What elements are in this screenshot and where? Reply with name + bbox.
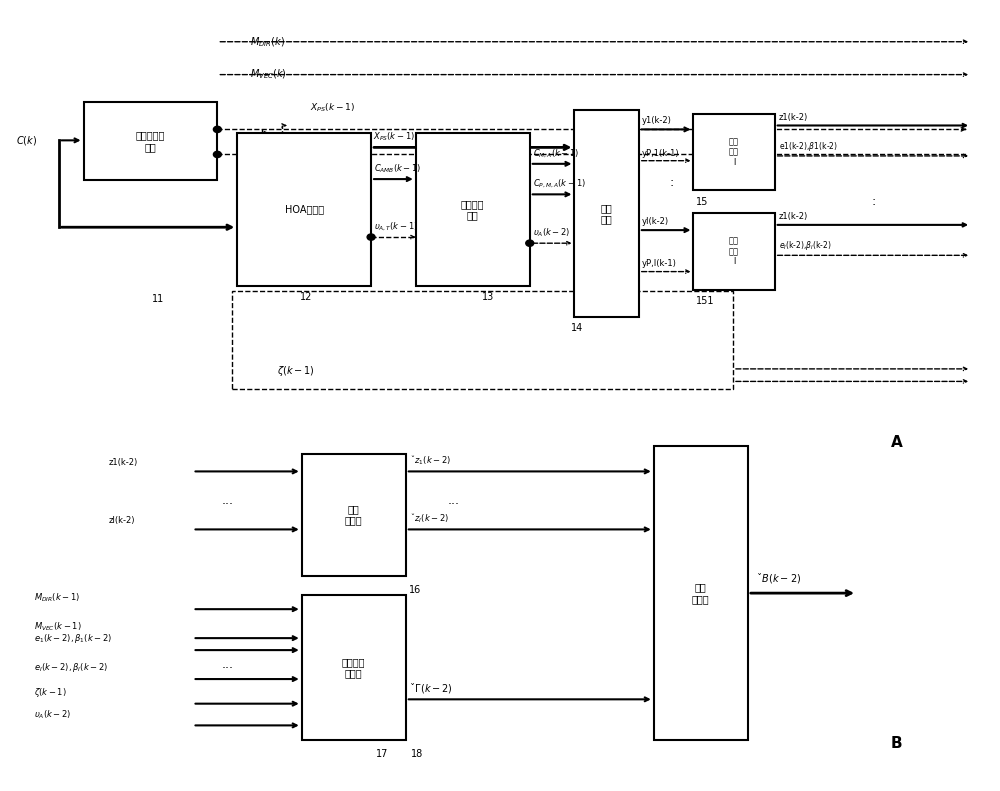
Text: ...: ... [221, 658, 233, 671]
Text: yP,1(k-1): yP,1(k-1) [642, 149, 679, 157]
Circle shape [526, 240, 534, 246]
Circle shape [213, 151, 221, 157]
Circle shape [367, 234, 375, 240]
Text: yI(k-2): yI(k-2) [642, 218, 669, 226]
Text: $C(k)$: $C(k)$ [16, 134, 37, 147]
FancyBboxPatch shape [574, 110, 639, 317]
Text: z1(k-2): z1(k-2) [779, 212, 808, 221]
Text: $C_{P,M,A}(k-1)$: $C_{P,M,A}(k-1)$ [533, 178, 586, 191]
Text: 151: 151 [696, 296, 715, 306]
Text: e1(k-2),$\beta$1(k-2): e1(k-2),$\beta$1(k-2) [779, 140, 838, 153]
Text: $\zeta(k-1)$: $\zeta(k-1)$ [34, 686, 67, 699]
Text: y1(k-2): y1(k-2) [642, 116, 672, 126]
Text: 环境分量
修改: 环境分量 修改 [461, 199, 484, 221]
Text: 通道
分配: 通道 分配 [601, 202, 612, 225]
Text: $M_{VEC}(k-1)$: $M_{VEC}(k-1)$ [34, 621, 81, 634]
Text: 14: 14 [571, 324, 583, 334]
Text: 增益
控制
l: 增益 控制 l [729, 137, 739, 167]
Text: 11: 11 [152, 293, 164, 304]
FancyBboxPatch shape [84, 102, 217, 180]
Text: 17: 17 [376, 749, 388, 759]
Text: zI(k-2): zI(k-2) [108, 516, 135, 524]
Text: 感知
编码器: 感知 编码器 [345, 504, 363, 526]
Text: $\check{z}_1(k-2)$: $\check{z}_1(k-2)$ [411, 453, 451, 467]
Text: $\check{z}_I(k-2)$: $\check{z}_I(k-2)$ [411, 511, 449, 524]
Text: 18: 18 [411, 749, 423, 759]
Text: yP,I(k-1): yP,I(k-1) [642, 259, 677, 268]
Text: $\check{B}(k-2)$: $\check{B}(k-2)$ [758, 571, 801, 585]
Text: $X_{PS}(k-1)$: $X_{PS}(k-1)$ [310, 101, 354, 114]
Text: B: B [891, 736, 902, 751]
FancyBboxPatch shape [302, 595, 406, 740]
Text: $e_1(k-2),\beta_1(k-2)$: $e_1(k-2),\beta_1(k-2)$ [34, 633, 112, 645]
Text: $M_{VEC}(k)$: $M_{VEC}(k)$ [250, 68, 287, 81]
FancyBboxPatch shape [416, 134, 530, 286]
Text: $e_I(k-2),\beta_I(k-2)$: $e_I(k-2),\beta_I(k-2)$ [34, 661, 108, 675]
FancyBboxPatch shape [654, 446, 748, 740]
Text: 增益
控制
l: 增益 控制 l [729, 237, 739, 267]
FancyBboxPatch shape [693, 213, 775, 290]
Circle shape [213, 127, 221, 133]
Text: 12: 12 [300, 292, 313, 302]
Text: HOA解压缩: HOA解压缩 [285, 205, 324, 214]
Text: $X_{PS}(k-1)$: $X_{PS}(k-1)$ [373, 131, 415, 142]
Text: 15: 15 [696, 197, 709, 206]
Text: $e_I$(k-2),$\beta_I$(k-2): $e_I$(k-2),$\beta_I$(k-2) [779, 239, 832, 252]
Text: $C_{AMB}(k-1)$: $C_{AMB}(k-1)$ [374, 163, 422, 175]
Text: ...: ... [447, 494, 459, 507]
Text: 16: 16 [409, 585, 421, 595]
Text: ...: ... [221, 494, 233, 507]
Text: $\upsilon_A(k-2)$: $\upsilon_A(k-2)$ [34, 708, 71, 721]
Text: 多路
复用器: 多路 复用器 [692, 582, 710, 604]
Text: A: A [891, 435, 903, 450]
Text: $\upsilon_{A,T}(k-1)$: $\upsilon_{A,T}(k-1)$ [374, 221, 418, 233]
Text: $\check{\Gamma}(k-2)$: $\check{\Gamma}(k-2)$ [411, 680, 453, 694]
Text: :: : [872, 195, 876, 208]
FancyBboxPatch shape [302, 454, 406, 576]
Text: $M_{DIR}(k)$: $M_{DIR}(k)$ [250, 35, 285, 48]
FancyBboxPatch shape [237, 134, 371, 286]
Text: $\zeta(k-1)$: $\zeta(k-1)$ [277, 365, 315, 378]
Text: z1(k-2): z1(k-2) [779, 112, 808, 122]
Text: $C_{M,A}(k-1)$: $C_{M,A}(k-1)$ [533, 148, 579, 160]
Text: $\upsilon_{A}(k-2)$: $\upsilon_{A}(k-2)$ [533, 227, 570, 240]
FancyBboxPatch shape [693, 114, 775, 191]
Text: 方向和向量
估计: 方向和向量 估计 [136, 131, 165, 152]
Text: z1(k-2): z1(k-2) [108, 458, 138, 467]
Text: $M_{DIR}(k-1)$: $M_{DIR}(k-1)$ [34, 592, 80, 604]
Text: 边信息源
编码器: 边信息源 编码器 [342, 657, 365, 678]
Text: 13: 13 [482, 292, 494, 302]
Text: :: : [669, 176, 674, 189]
